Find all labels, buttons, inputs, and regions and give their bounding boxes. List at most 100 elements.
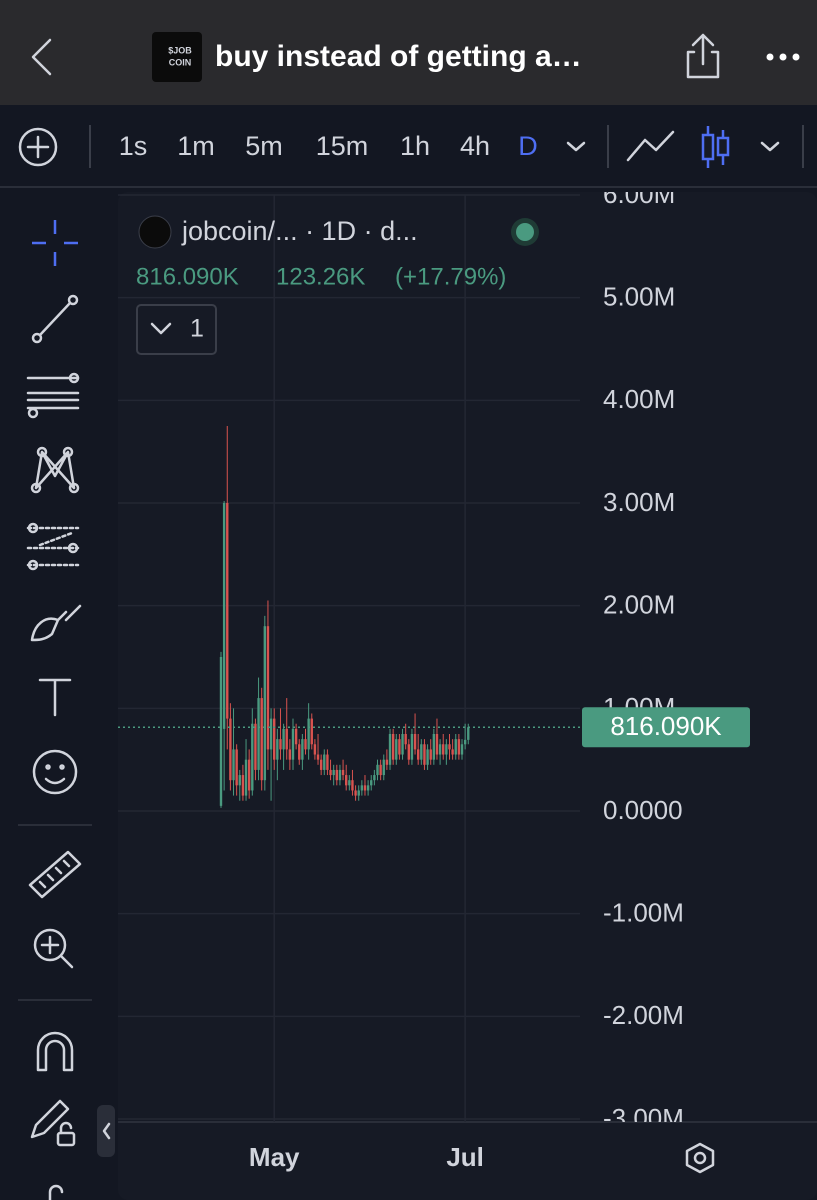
zoom-tool[interactable] <box>33 928 74 969</box>
candle-body <box>435 734 439 755</box>
candle-body <box>379 764 382 776</box>
candle-body <box>398 739 401 755</box>
candle-body <box>401 734 404 755</box>
projection-tool[interactable] <box>26 522 80 571</box>
candle-body <box>341 769 345 776</box>
candle-body <box>420 744 423 760</box>
y-tick-label: 2.00M <box>603 590 675 620</box>
candle-body <box>366 785 370 791</box>
candle-body <box>357 790 360 796</box>
settings-button[interactable] <box>685 1142 715 1174</box>
ruler-tool[interactable] <box>28 850 82 899</box>
text-tool[interactable] <box>38 678 72 717</box>
candle-body <box>235 749 238 786</box>
candle-body <box>232 749 235 781</box>
candle-body <box>279 739 282 750</box>
candle-body <box>266 626 270 750</box>
indicator-toggle[interactable] <box>136 304 217 355</box>
interval-button[interactable]: 1h <box>400 131 430 161</box>
indicator-chevron <box>150 322 172 335</box>
candle-body <box>310 718 313 745</box>
share-button[interactable] <box>686 33 720 79</box>
brush-tool[interactable] <box>30 604 82 642</box>
candle-body <box>269 718 273 750</box>
candle-body <box>238 775 241 786</box>
time-axis: May Jul <box>249 1142 484 1172</box>
candle-body <box>229 718 232 781</box>
status-dot <box>516 223 534 241</box>
candle-body <box>388 734 392 765</box>
candle-body <box>273 718 276 760</box>
candle-body <box>370 780 373 786</box>
chart-type-dropdown[interactable] <box>760 141 780 152</box>
legend-price: 816.090K <box>136 263 239 290</box>
candle-body <box>326 754 329 770</box>
candle-body <box>426 749 429 765</box>
interval-button[interactable]: 1m <box>177 131 215 161</box>
candle-body <box>463 739 467 745</box>
candle-body <box>457 739 461 755</box>
candle-body <box>291 728 295 760</box>
y-tick-label: 3.00M <box>603 487 675 517</box>
y-tick-label: 4.00M <box>603 384 675 414</box>
crosshair-tool[interactable] <box>32 220 78 266</box>
candle-body <box>285 728 288 750</box>
interval-group: 1s 1m 5m 15m 1h 4h D <box>119 131 538 161</box>
indicator-count: 1 <box>190 315 204 343</box>
candle-body <box>247 759 251 791</box>
more-button[interactable] <box>766 53 800 61</box>
y-tick-label: 0.0000 <box>603 795 683 825</box>
header-title: buy instead of getting a… <box>215 40 582 73</box>
candle-body <box>345 775 348 786</box>
interval-button[interactable]: D <box>518 131 538 161</box>
candle-body <box>319 759 323 770</box>
candle-body <box>351 780 354 791</box>
candle-body <box>313 744 317 755</box>
interval-button[interactable]: 4h <box>460 131 490 161</box>
candle-body <box>222 503 226 729</box>
candle-body <box>288 749 292 760</box>
lock-tool[interactable] <box>30 1099 76 1147</box>
logo-text: $JOB <box>168 45 192 55</box>
add-symbol-button[interactable] <box>18 127 58 167</box>
candle-body <box>451 749 454 755</box>
collapse-handle[interactable] <box>97 1105 115 1157</box>
candle-body <box>382 759 385 776</box>
price-axis: 6.00M5.00M4.00M3.00M2.00M1.00M0.0000-1.0… <box>603 192 684 1122</box>
candle-body <box>332 769 335 776</box>
symbol-text[interactable]: jobcoin/... · 1D · d... <box>181 216 418 246</box>
logo <box>152 32 202 82</box>
interval-button[interactable]: 1s <box>119 131 148 161</box>
candle-body <box>413 734 417 750</box>
pattern-tool[interactable] <box>30 446 80 494</box>
interval-button[interactable]: 5m <box>245 131 283 161</box>
emoji-tool[interactable] <box>32 749 78 795</box>
trend-line-tool[interactable] <box>31 294 79 344</box>
candle-body <box>301 739 304 760</box>
candle-body <box>376 764 379 776</box>
candle-chart-button[interactable] <box>701 126 730 168</box>
candle-body <box>335 769 339 781</box>
more-tools[interactable] <box>48 1184 64 1200</box>
candle-body <box>226 503 229 719</box>
candle-body <box>429 749 432 760</box>
candle-body <box>407 744 410 760</box>
candle-body <box>323 754 326 770</box>
fib-tool[interactable] <box>26 372 80 419</box>
interval-dropdown[interactable] <box>566 141 586 152</box>
magnet-tool[interactable] <box>36 1031 74 1072</box>
legend-change-pct: (+17.79%) <box>395 263 506 290</box>
candle-body <box>329 769 332 776</box>
grid <box>118 194 580 1122</box>
line-chart-button[interactable] <box>626 130 675 162</box>
candle-body <box>244 759 248 796</box>
price-label-box <box>582 707 750 748</box>
back-button[interactable] <box>31 38 52 76</box>
candle-body <box>260 698 263 781</box>
price-label: 816.090K <box>610 711 722 741</box>
interval-button[interactable]: 15m <box>316 131 369 161</box>
candle-body <box>219 657 223 806</box>
candle-body <box>298 744 301 760</box>
y-tick-label: -1.00M <box>603 898 684 928</box>
